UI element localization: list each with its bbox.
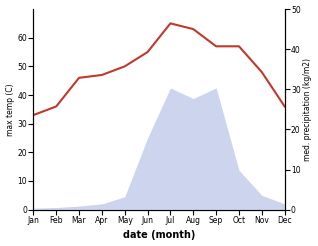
X-axis label: date (month): date (month): [123, 231, 195, 240]
Y-axis label: med. precipitation (kg/m2): med. precipitation (kg/m2): [303, 58, 313, 161]
Y-axis label: max temp (C): max temp (C): [5, 83, 15, 136]
